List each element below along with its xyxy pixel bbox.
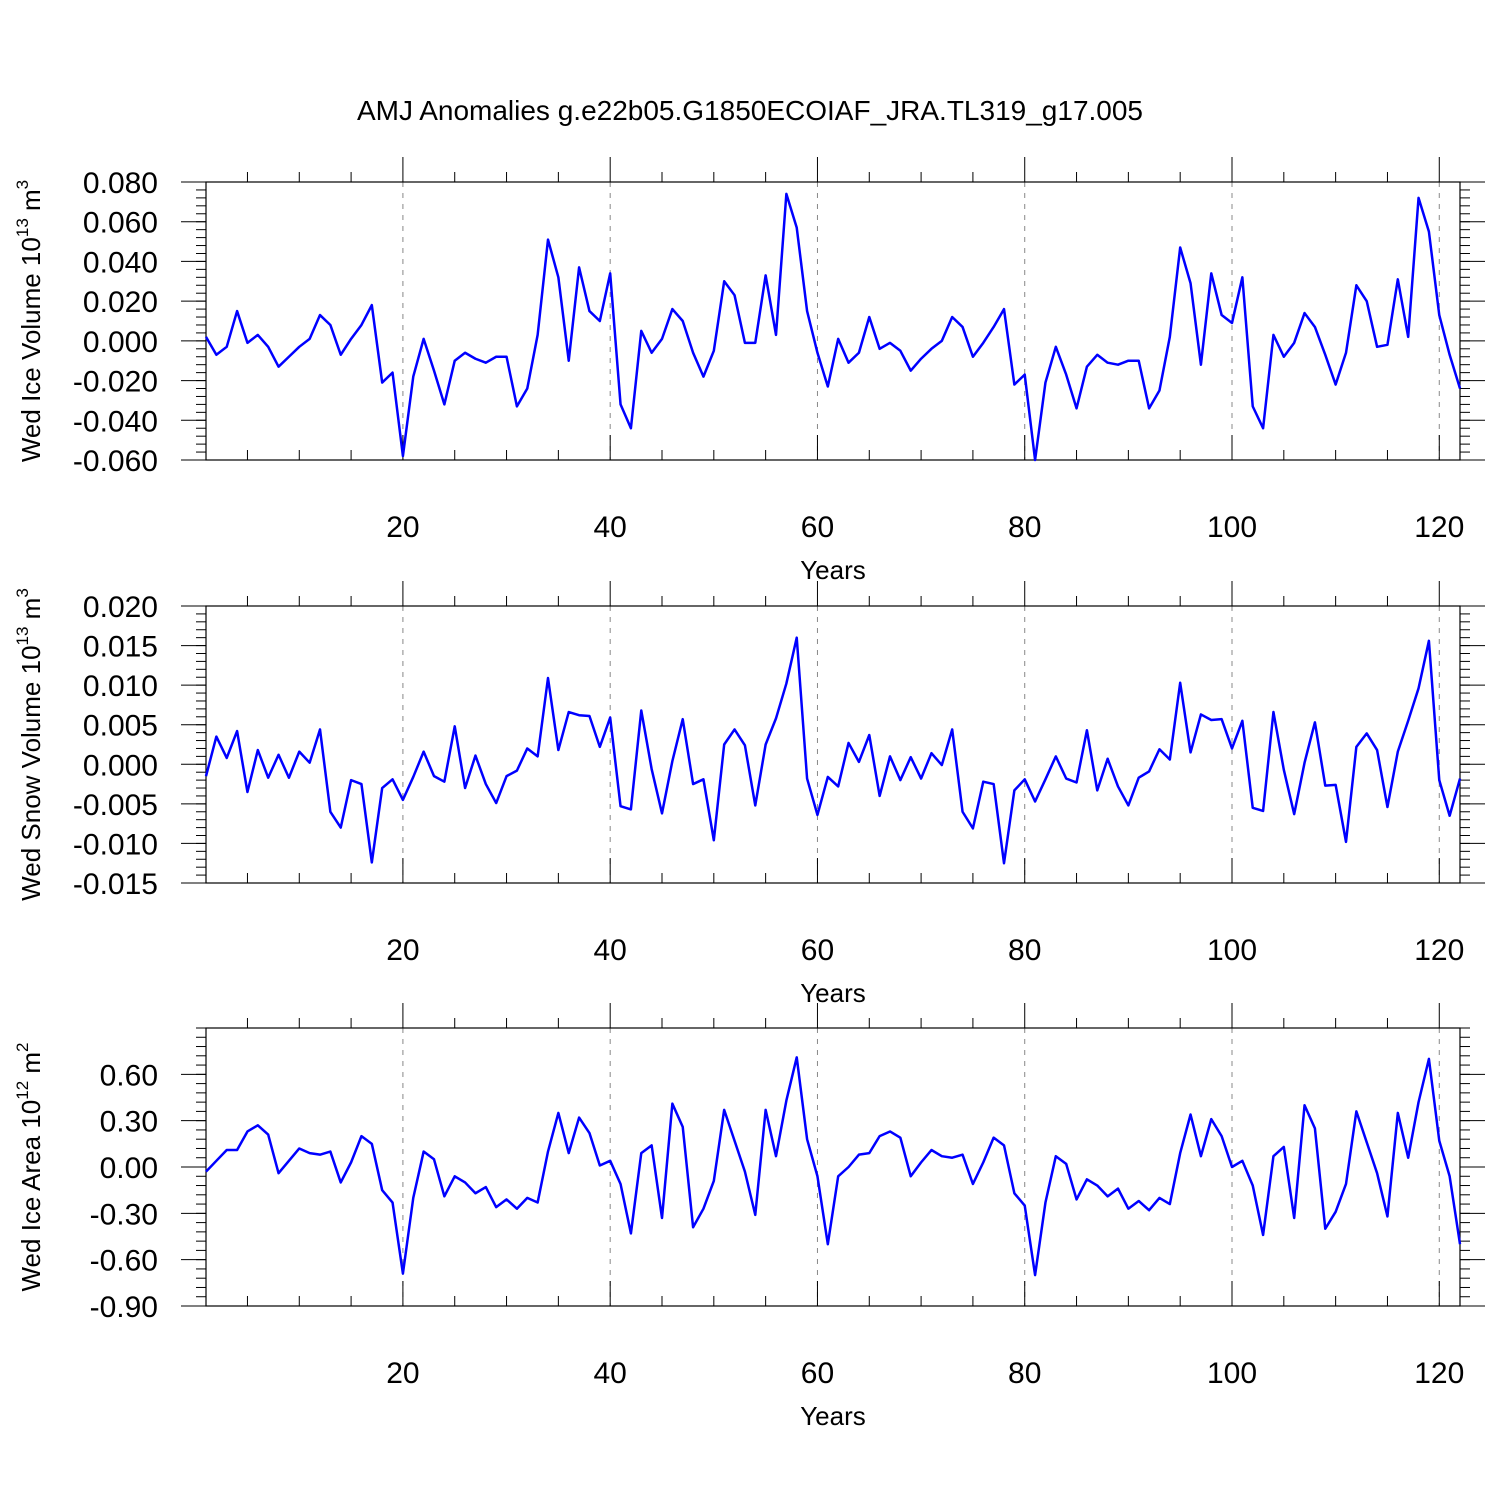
y-tick-label: -0.30	[90, 1198, 158, 1231]
x-tick-label: 20	[386, 1357, 419, 1390]
y-tick-label: -0.040	[73, 405, 158, 438]
y-tick-label: -0.060	[73, 445, 158, 478]
series-line	[205, 1056, 1462, 1277]
x-tick-label: 20	[386, 511, 419, 544]
y-tick-label: 0.040	[83, 246, 158, 279]
y-tick-label: 0.30	[100, 1106, 158, 1139]
y-tick-label: -0.015	[73, 868, 158, 901]
x-tick-label: 40	[593, 1357, 626, 1390]
x-axis-label: Years	[800, 555, 866, 585]
x-tick-label: 120	[1414, 511, 1464, 544]
y-axis-label: Wed Ice Area 1012 m2	[13, 1042, 46, 1291]
y-axis-label: Wed Ice Volume 1013 m3	[13, 180, 46, 462]
y-tick-label: 0.00	[100, 1152, 158, 1185]
x-tick-label: 120	[1414, 1357, 1464, 1390]
x-tick-label: 40	[593, 934, 626, 967]
x-tick-label: 100	[1207, 1357, 1257, 1390]
x-tick-label: 40	[593, 511, 626, 544]
y-tick-label: 0.080	[83, 167, 158, 200]
x-tick-label: 60	[801, 511, 834, 544]
series-line	[204, 192, 1462, 462]
y-tick-label: 0.020	[83, 286, 158, 319]
x-tick-label: 20	[386, 934, 419, 967]
chart-panel-3: 20 40 60 80 100 120 Years 0.60 0.30 0.00 -0.30 -0.6…	[13, 1003, 1485, 1431]
y-axis-label: Wed Snow Volume 1013 m3	[13, 588, 46, 901]
plot-frame	[205, 181, 1461, 461]
x-tick-label: 120	[1414, 934, 1464, 967]
y-tick-label: 0.060	[83, 207, 158, 240]
plot-frame	[205, 605, 1461, 884]
x-tick-label: 80	[1008, 934, 1041, 967]
x-tick-label: 100	[1207, 934, 1257, 967]
y-tick-label: 0.000	[83, 326, 158, 359]
y-tick-label: 0.60	[100, 1059, 158, 1092]
y-tick-label: -0.020	[73, 366, 158, 399]
y-tick-label: -0.60	[90, 1245, 158, 1278]
x-tick-label: 100	[1207, 511, 1257, 544]
x-tick-label: 80	[1008, 1357, 1041, 1390]
y-tick-label: -0.010	[73, 828, 158, 861]
y-tick-label: 0.020	[83, 591, 158, 624]
x-tick-label: 80	[1008, 511, 1041, 544]
y-tick-label: 0.010	[83, 670, 158, 703]
chart-panel-2: 20 40 60 80 100 120 Years 0.020 0.015 0.010 0.005 0…	[13, 581, 1485, 1008]
y-tick-label: 0.000	[83, 749, 158, 782]
y-tick-label: 0.015	[83, 631, 158, 664]
x-tick-label: 60	[801, 1357, 834, 1390]
chart-title: AMJ Anomalies g.e22b05.G1850ECOIAF_JRA.T…	[357, 95, 1143, 126]
y-tick-label: -0.005	[73, 789, 158, 822]
x-tick-label: 60	[801, 934, 834, 967]
series-line	[204, 636, 1462, 865]
chart-panel-1: 20 40 60 80 100 120 Years 0.080 0.060 0.040 0.020 0…	[13, 157, 1485, 585]
x-axis-label: Years	[800, 1401, 866, 1431]
x-axis-label: Years	[800, 978, 866, 1008]
y-tick-label: -0.90	[90, 1291, 158, 1324]
y-tick-label: 0.005	[83, 710, 158, 743]
